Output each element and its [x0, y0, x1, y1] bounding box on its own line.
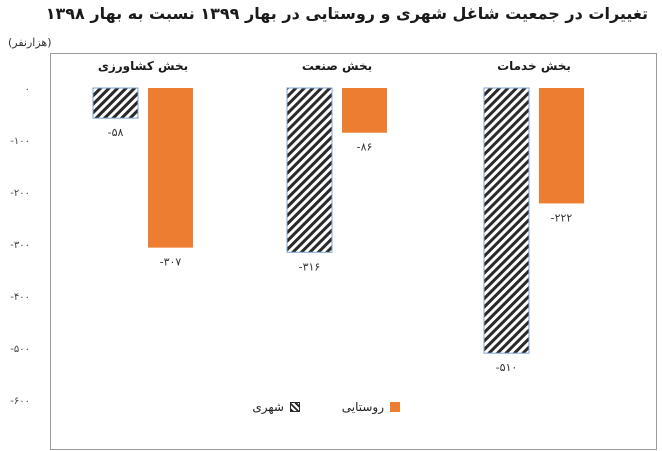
plot-frame: [50, 53, 657, 450]
y-tick-label: -۲۰۰: [10, 188, 30, 199]
category-label: بخش کشاورزی: [98, 59, 188, 74]
unit-label: (هزارنفر): [8, 36, 52, 49]
rural-data-label: -۳۰۷: [160, 256, 182, 269]
chart-title: تغییرات در جمعیت شاغل شهری و روستایی در …: [45, 4, 648, 23]
y-tick-label: -۶۰۰: [10, 396, 30, 407]
y-tick-label: -۵۰۰: [10, 344, 30, 355]
legend-item-urban: شهری: [252, 400, 300, 414]
rural-data-label: -۸۶: [357, 141, 373, 154]
y-tick-label: -۴۰۰: [10, 292, 30, 303]
legend: روستایی شهری: [240, 400, 400, 420]
rural-bar: [539, 88, 584, 204]
rural-bar: [342, 88, 387, 133]
legend-item-rural: روستایی: [342, 400, 400, 414]
urban-data-label: -۵۱۰: [496, 361, 518, 374]
category-label: بخش خدمات: [497, 59, 571, 73]
legend-swatch-rural: [390, 402, 400, 412]
legend-label-urban: شهری: [252, 400, 284, 414]
urban-bar: [92, 87, 139, 119]
y-tick-label: -۱۰۰: [10, 136, 30, 147]
urban-data-label: -۳۱۶: [299, 260, 321, 273]
rural-data-label: -۲۲۲: [551, 211, 573, 224]
urban-data-label: -۵۸: [108, 126, 124, 139]
y-tick-label: -۳۰۰: [10, 240, 30, 251]
urban-bar: [286, 87, 333, 253]
urban-bar: [483, 87, 530, 354]
legend-swatch-urban: [290, 402, 300, 412]
legend-label-rural: روستایی: [341, 400, 384, 414]
y-tick-label: ۰: [25, 84, 30, 95]
category-label: بخش صنعت: [302, 59, 372, 73]
rural-bar: [148, 88, 193, 248]
